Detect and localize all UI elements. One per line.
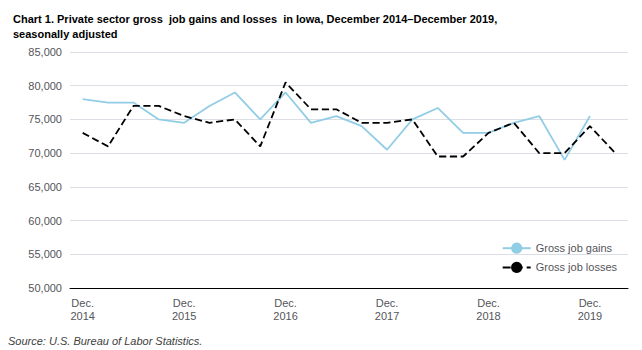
svg-text:Dec.: Dec. <box>274 297 297 309</box>
svg-text:60,000: 60,000 <box>28 215 62 227</box>
svg-text:seasonally adjusted: seasonally adjusted <box>13 28 118 40</box>
svg-text:65,000: 65,000 <box>28 181 62 193</box>
svg-text:75,000: 75,000 <box>28 113 62 125</box>
svg-text:50,000: 50,000 <box>28 282 62 294</box>
svg-text:Source: U.S. Bureau of Labor S: Source: U.S. Bureau of Labor Statistics. <box>8 335 202 347</box>
svg-text:55,000: 55,000 <box>28 248 62 260</box>
svg-text:2019: 2019 <box>578 310 602 322</box>
svg-text:2017: 2017 <box>375 310 399 322</box>
svg-text:2016: 2016 <box>273 310 297 322</box>
svg-text:80,000: 80,000 <box>28 80 62 92</box>
svg-text:Dec.: Dec. <box>477 297 500 309</box>
svg-text:Dec.: Dec. <box>376 297 399 309</box>
svg-text:2015: 2015 <box>172 310 196 322</box>
svg-text:Chart 1. Private sector gross: Chart 1. Private sector gross job gains … <box>13 13 497 25</box>
svg-text:2014: 2014 <box>70 310 94 322</box>
svg-text:Dec.: Dec. <box>173 297 196 309</box>
svg-text:Gross job losses: Gross job losses <box>536 261 618 273</box>
svg-text:Dec.: Dec. <box>579 297 602 309</box>
svg-text:Gross job gains: Gross job gains <box>536 242 613 254</box>
svg-text:Dec.: Dec. <box>71 297 94 309</box>
svg-text:85,000: 85,000 <box>28 46 62 58</box>
svg-text:2018: 2018 <box>476 310 500 322</box>
svg-text:70,000: 70,000 <box>28 147 62 159</box>
